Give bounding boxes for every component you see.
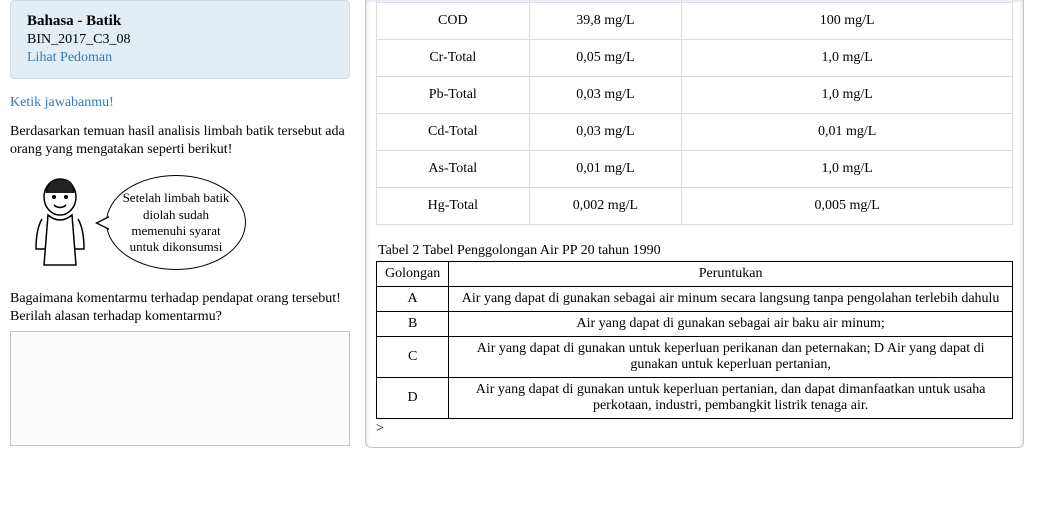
analysis-cell: 0,01 mg/L bbox=[682, 114, 1013, 151]
classification-cell: D bbox=[377, 378, 449, 419]
classification-cell: B bbox=[377, 312, 449, 337]
analysis-cell: As-Total bbox=[377, 151, 530, 188]
analysis-cell: 0,01 mg/L bbox=[529, 151, 682, 188]
table-row: AAir yang dapat di gunakan sebagai air m… bbox=[377, 287, 1013, 312]
answer-textarea[interactable] bbox=[10, 331, 350, 446]
analysis-cell: 0,03 mg/L bbox=[529, 77, 682, 114]
analysis-cell: Cr-Total bbox=[377, 40, 530, 77]
analysis-cell: Cd-Total bbox=[377, 114, 530, 151]
analysis-cell: 0,03 mg/L bbox=[529, 114, 682, 151]
analysis-cell: 0,05 mg/L bbox=[529, 40, 682, 77]
table-row: Cd-Total0,03 mg/L0,01 mg/L bbox=[377, 114, 1013, 151]
classification-cell: C bbox=[377, 337, 449, 378]
analysis-cell: 1,0 mg/L bbox=[682, 151, 1013, 188]
analysis-cell: Pb-Total bbox=[377, 77, 530, 114]
classification-cell: Air yang dapat di gunakan sebagai air ba… bbox=[449, 312, 1013, 337]
table-row: CAir yang dapat di gunakan untuk keperlu… bbox=[377, 337, 1013, 378]
analysis-cell: 0,002 mg/L bbox=[529, 188, 682, 225]
analysis-cell: 100 mg/L bbox=[682, 3, 1013, 40]
right-panel: Parameter ZatHasil AnalisisPP No.20 tahu… bbox=[360, 0, 1039, 517]
classification-cell: Air yang dapat di gunakan sebagai air mi… bbox=[449, 287, 1013, 312]
classification-header: Golongan bbox=[377, 262, 449, 287]
question-prompt: Bagaimana komentarmu terhadap pendapat o… bbox=[10, 290, 350, 325]
guideline-link[interactable]: Lihat Pedoman bbox=[27, 50, 333, 66]
subject-title: Bahasa - Batik bbox=[27, 13, 333, 30]
question-code: BIN_2017_C3_08 bbox=[27, 32, 333, 48]
table-row: Cr-Total0,05 mg/L1,0 mg/L bbox=[377, 40, 1013, 77]
context-paragraph: Berdasarkan temuan hasil analisis limbah… bbox=[10, 123, 350, 159]
analysis-cell: Hg-Total bbox=[377, 188, 530, 225]
analysis-table: Parameter ZatHasil AnalisisPP No.20 tahu… bbox=[376, 0, 1013, 225]
analysis-cell: 39,8 mg/L bbox=[529, 3, 682, 40]
table-row: Pb-Total0,03 mg/L1,0 mg/L bbox=[377, 77, 1013, 114]
classification-cell: Air yang dapat di gunakan untuk keperlua… bbox=[449, 378, 1013, 419]
table-row: DAir yang dapat di gunakan untuk keperlu… bbox=[377, 378, 1013, 419]
table-row: BAir yang dapat di gunakan sebagai air b… bbox=[377, 312, 1013, 337]
speech-bubble: Setelah limbah batik diolah sudah memenu… bbox=[106, 175, 246, 270]
person-avatar-icon bbox=[30, 175, 100, 270]
table-row: As-Total0,01 mg/L1,0 mg/L bbox=[377, 151, 1013, 188]
instruction-text: Ketik jawabanmu! bbox=[10, 95, 350, 111]
classification-cell: A bbox=[377, 287, 449, 312]
classification-cell: Air yang dapat di gunakan untuk keperlua… bbox=[449, 337, 1013, 378]
left-panel: Bahasa - Batik BIN_2017_C3_08 Lihat Pedo… bbox=[0, 0, 360, 517]
question-header-box: Bahasa - Batik BIN_2017_C3_08 Lihat Pedo… bbox=[10, 0, 350, 79]
classification-table: GolonganPeruntukan AAir yang dapat di gu… bbox=[376, 261, 1013, 419]
analysis-cell: 0,005 mg/L bbox=[682, 188, 1013, 225]
speech-illustration: Setelah limbah batik diolah sudah memenu… bbox=[30, 175, 350, 270]
gt-symbol: > bbox=[376, 421, 1013, 437]
content-frame: Parameter ZatHasil AnalisisPP No.20 tahu… bbox=[365, 0, 1024, 448]
table-row: COD39,8 mg/L100 mg/L bbox=[377, 3, 1013, 40]
table2-caption: Tabel 2 Tabel Penggolongan Air PP 20 tah… bbox=[378, 243, 1013, 259]
analysis-cell: 1,0 mg/L bbox=[682, 77, 1013, 114]
table-row: Hg-Total0,002 mg/L0,005 mg/L bbox=[377, 188, 1013, 225]
classification-header: Peruntukan bbox=[449, 262, 1013, 287]
analysis-cell: 1,0 mg/L bbox=[682, 40, 1013, 77]
speech-bubble-text: Setelah limbah batik diolah sudah memenu… bbox=[115, 190, 237, 255]
analysis-cell: COD bbox=[377, 3, 530, 40]
